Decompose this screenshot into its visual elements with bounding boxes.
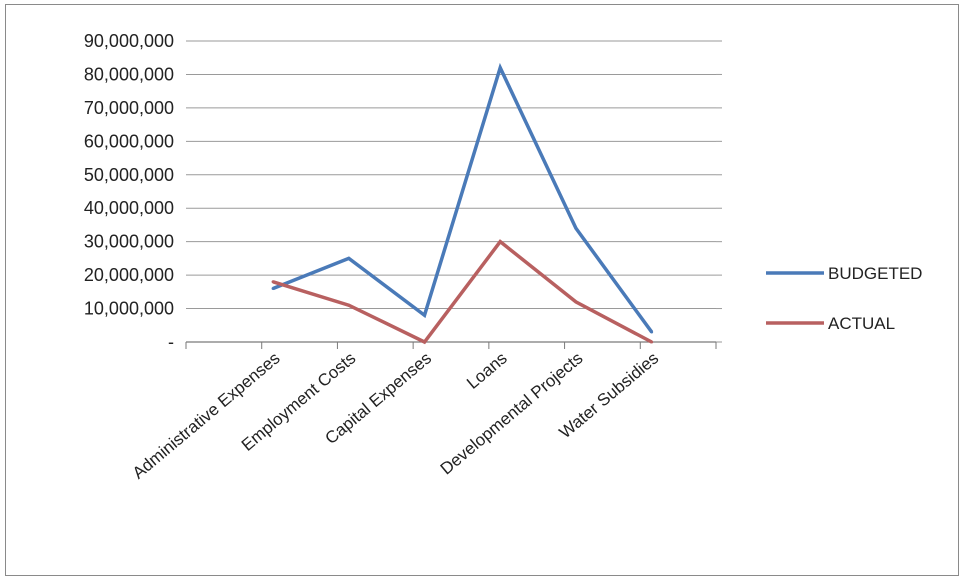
- y-tick-label: 40,000,000: [84, 198, 174, 218]
- y-tick-label: 70,000,000: [84, 98, 174, 118]
- line-chart: - 10,000,000 20,000,000 30,000,000 40,000,00…: [84, 31, 923, 483]
- data-point-actual: [498, 240, 502, 244]
- y-tick-label: 80,000,000: [84, 64, 174, 84]
- data-point-actual: [650, 340, 654, 344]
- legend-label-actual: ACTUAL: [828, 314, 895, 333]
- data-point-actual: [574, 300, 578, 304]
- data-point-budgeted: [423, 313, 426, 317]
- y-tick-label: 20,000,000: [84, 265, 174, 285]
- data-point-budgeted: [347, 256, 351, 260]
- data-point-budgeted: [271, 286, 275, 290]
- data-point-actual: [347, 303, 351, 307]
- y-tick-label: 50,000,000: [84, 165, 174, 185]
- x-category-label: Administrative Expenses: [129, 349, 284, 483]
- data-point-actual: [271, 280, 275, 284]
- y-tick-label: 90,000,000: [84, 31, 174, 51]
- chart-frame: - 10,000,000 20,000,000 30,000,000 40,000,00…: [5, 4, 959, 576]
- legend-label-budgeted: BUDGETED: [828, 264, 922, 283]
- y-tick-label: 10,000,000: [84, 299, 174, 319]
- series-line-budgeted: [272, 62, 654, 333]
- data-point-budgeted: [498, 66, 502, 70]
- y-tick-label: 30,000,000: [84, 232, 174, 252]
- x-category-label: Developmental Projects: [437, 349, 587, 479]
- data-point-budgeted: [574, 226, 578, 230]
- series-line-actual: [272, 239, 653, 345]
- y-tick-label: -: [168, 332, 174, 352]
- y-tick-label: 60,000,000: [84, 131, 174, 151]
- x-category-label: Loans: [463, 349, 511, 393]
- data-point-budgeted: [650, 330, 654, 334]
- data-point-actual: [423, 340, 426, 344]
